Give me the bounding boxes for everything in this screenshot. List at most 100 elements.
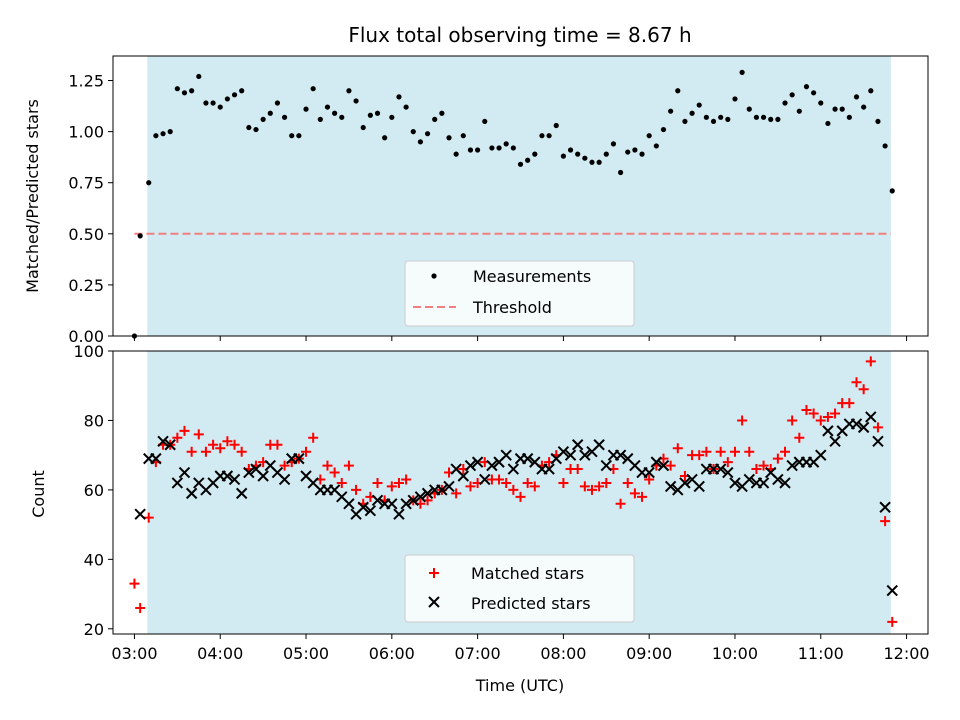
predicted-star-point: [829, 435, 841, 447]
measurement-point: [525, 157, 531, 163]
measurement-point: [296, 133, 302, 139]
predicted-star-point: [414, 491, 427, 503]
predicted-star-point: [278, 473, 291, 486]
measurement-point: [696, 102, 702, 108]
measurement-point: [424, 131, 431, 137]
matched-star-point: [236, 446, 247, 457]
predicted-star-point: [171, 477, 184, 489]
bottom-y-tick-label: 80: [84, 411, 104, 430]
predicted-star-point: [521, 452, 534, 465]
measurement-point: [253, 126, 259, 133]
predicted-star-point: [164, 439, 176, 451]
bottom-axes: 20 40 60 80 100 03:00 04:00 05:00 06:00 07:00 08:…: [29, 342, 930, 695]
predicted-star-point: [407, 494, 419, 507]
matched-star-point: [143, 512, 154, 523]
x-tick-label: 07:00: [455, 644, 501, 663]
x-tick-label: 11:00: [798, 644, 844, 663]
predicted-star-point: [786, 459, 798, 472]
measurement-point: [281, 114, 288, 120]
matched-star-point: [887, 616, 898, 627]
predicted-star-point: [235, 487, 248, 500]
measurement-point: [446, 135, 452, 141]
x-tick-label: 03:00: [111, 644, 157, 663]
x-tick-label: 06:00: [369, 644, 415, 663]
measurement-point: [289, 133, 295, 139]
measurement-point: [417, 139, 424, 145]
matched-star-point: [808, 408, 819, 419]
matched-star-point: [794, 432, 805, 443]
measurement-point: [875, 118, 881, 125]
predicted-star-point: [579, 449, 591, 461]
measurement-point: [832, 106, 838, 112]
matched-star-point: [351, 484, 362, 495]
predicted-star-point: [134, 508, 146, 520]
measurement-point: [239, 88, 245, 94]
matched-star-point: [830, 408, 841, 419]
predicted-star-point: [879, 501, 891, 513]
measurement-point: [489, 145, 495, 151]
matched-star-point: [579, 481, 590, 492]
predicted-star-point: [400, 498, 412, 510]
matched-star-point: [343, 460, 354, 471]
measurement-point: [453, 151, 459, 157]
matched-star-point: [772, 453, 783, 464]
measurement-point: [396, 94, 402, 100]
measurement-point: [432, 116, 438, 122]
x-tick-label: 10:00: [712, 644, 758, 663]
measurement-point: [360, 124, 366, 131]
matched-star-point: [715, 446, 726, 457]
predicted-star-point: [486, 459, 498, 472]
matched-star-point: [272, 439, 283, 450]
predicted-star-point: [600, 459, 612, 472]
x-tick-label: 09:00: [626, 644, 672, 663]
matched-star-point: [208, 439, 219, 450]
predicted-star-point: [886, 584, 898, 597]
top-y-tick-label: 0.00: [68, 327, 104, 346]
matched-star-point: [401, 474, 412, 485]
matched-star-point: [186, 446, 197, 457]
matched-star-point: [179, 425, 190, 436]
bottom-x-ticks: 03:00 04:00 05:00 06:00 07:00 08:00 09:00 10:00…: [111, 634, 930, 663]
measurement-point: [174, 86, 180, 92]
measurement-point: [796, 108, 802, 114]
measurement-point: [310, 86, 316, 92]
measurement-point: [718, 114, 724, 120]
measurement-point: [503, 141, 509, 147]
measurement-point: [710, 118, 717, 125]
measurement-point: [189, 88, 195, 94]
x-tick-label: 08:00: [540, 644, 586, 663]
matched-star-point: [465, 481, 476, 492]
measurement-point: [646, 133, 652, 139]
measurement-point: [825, 120, 831, 127]
matched-star-point: [515, 491, 526, 502]
measurement-point: [739, 69, 745, 75]
measurement-point: [725, 116, 731, 122]
predicted-star-point: [757, 477, 770, 489]
top-y-axis-label: Matched/Predicted stars: [23, 99, 42, 293]
predicted-star-point: [571, 439, 584, 451]
bottom-y-ticks: 20 40 60 80 100: [73, 342, 113, 639]
predicted-star-point: [693, 480, 705, 493]
measurement-point: [861, 104, 867, 110]
predicted-star-point: [343, 498, 355, 510]
measurement-point: [303, 106, 309, 112]
predicted-star-point: [593, 439, 605, 451]
measurement-point: [660, 126, 667, 133]
predicted-star-point: [479, 473, 491, 486]
predicted-star-point: [543, 463, 555, 475]
measurement-point: [146, 180, 152, 186]
matched-star-point: [308, 432, 319, 443]
predicted-star-point: [443, 480, 455, 493]
measurement-point: [339, 114, 345, 120]
matched-star-point: [737, 415, 748, 426]
measurement-point: [260, 116, 266, 122]
measurement-point: [868, 88, 874, 94]
predicted-star-point: [779, 477, 791, 489]
matched-star-point: [872, 422, 883, 433]
matched-star-point: [758, 460, 769, 471]
predicted-star-point: [872, 435, 884, 447]
bottom-y-axis-label: Count: [29, 470, 48, 518]
measurement-point: [689, 110, 695, 116]
measurement-point: [746, 106, 752, 112]
matched-star-point: [594, 481, 605, 492]
